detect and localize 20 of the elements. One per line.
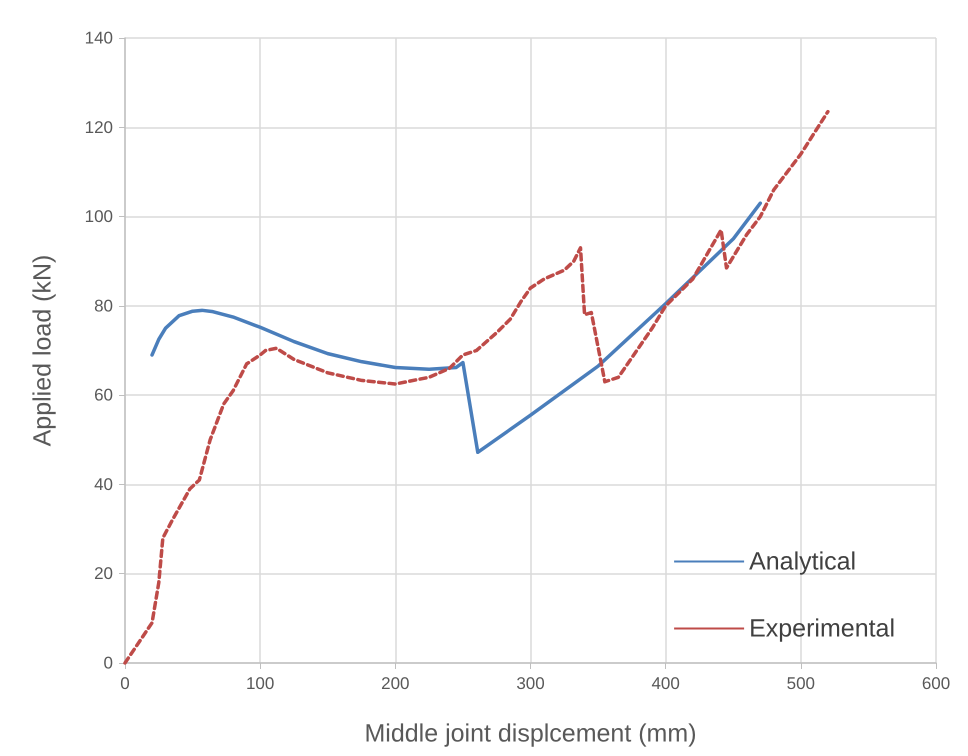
line-series — [150, 201, 762, 454]
legend-label: Experimental — [749, 614, 896, 642]
x-tick-label: 0 — [120, 674, 130, 693]
y-tick-label: 140 — [84, 28, 113, 48]
y-tick-label: 20 — [94, 564, 113, 584]
x-tick-label: 600 — [922, 674, 950, 693]
y-tick-label: 60 — [94, 386, 113, 405]
legend-label: Analytical — [749, 548, 856, 576]
x-axis-title: Middle joint displcement (mm) — [364, 720, 697, 748]
x-tick-label: 100 — [246, 674, 274, 693]
y-tick-label: 120 — [84, 118, 113, 137]
y-tick-label: 80 — [94, 296, 113, 316]
x-tick-label: 300 — [516, 674, 545, 693]
x-tick-label: 400 — [651, 674, 680, 693]
y-tick-label: 40 — [94, 474, 113, 494]
x-tick-label: 500 — [786, 674, 816, 693]
y-tick-label: 0 — [104, 654, 113, 672]
x-tick-label: 200 — [381, 674, 410, 693]
y-tick-label: 100 — [84, 207, 113, 226]
y-axis-title: Applied load (kN) — [28, 254, 56, 446]
